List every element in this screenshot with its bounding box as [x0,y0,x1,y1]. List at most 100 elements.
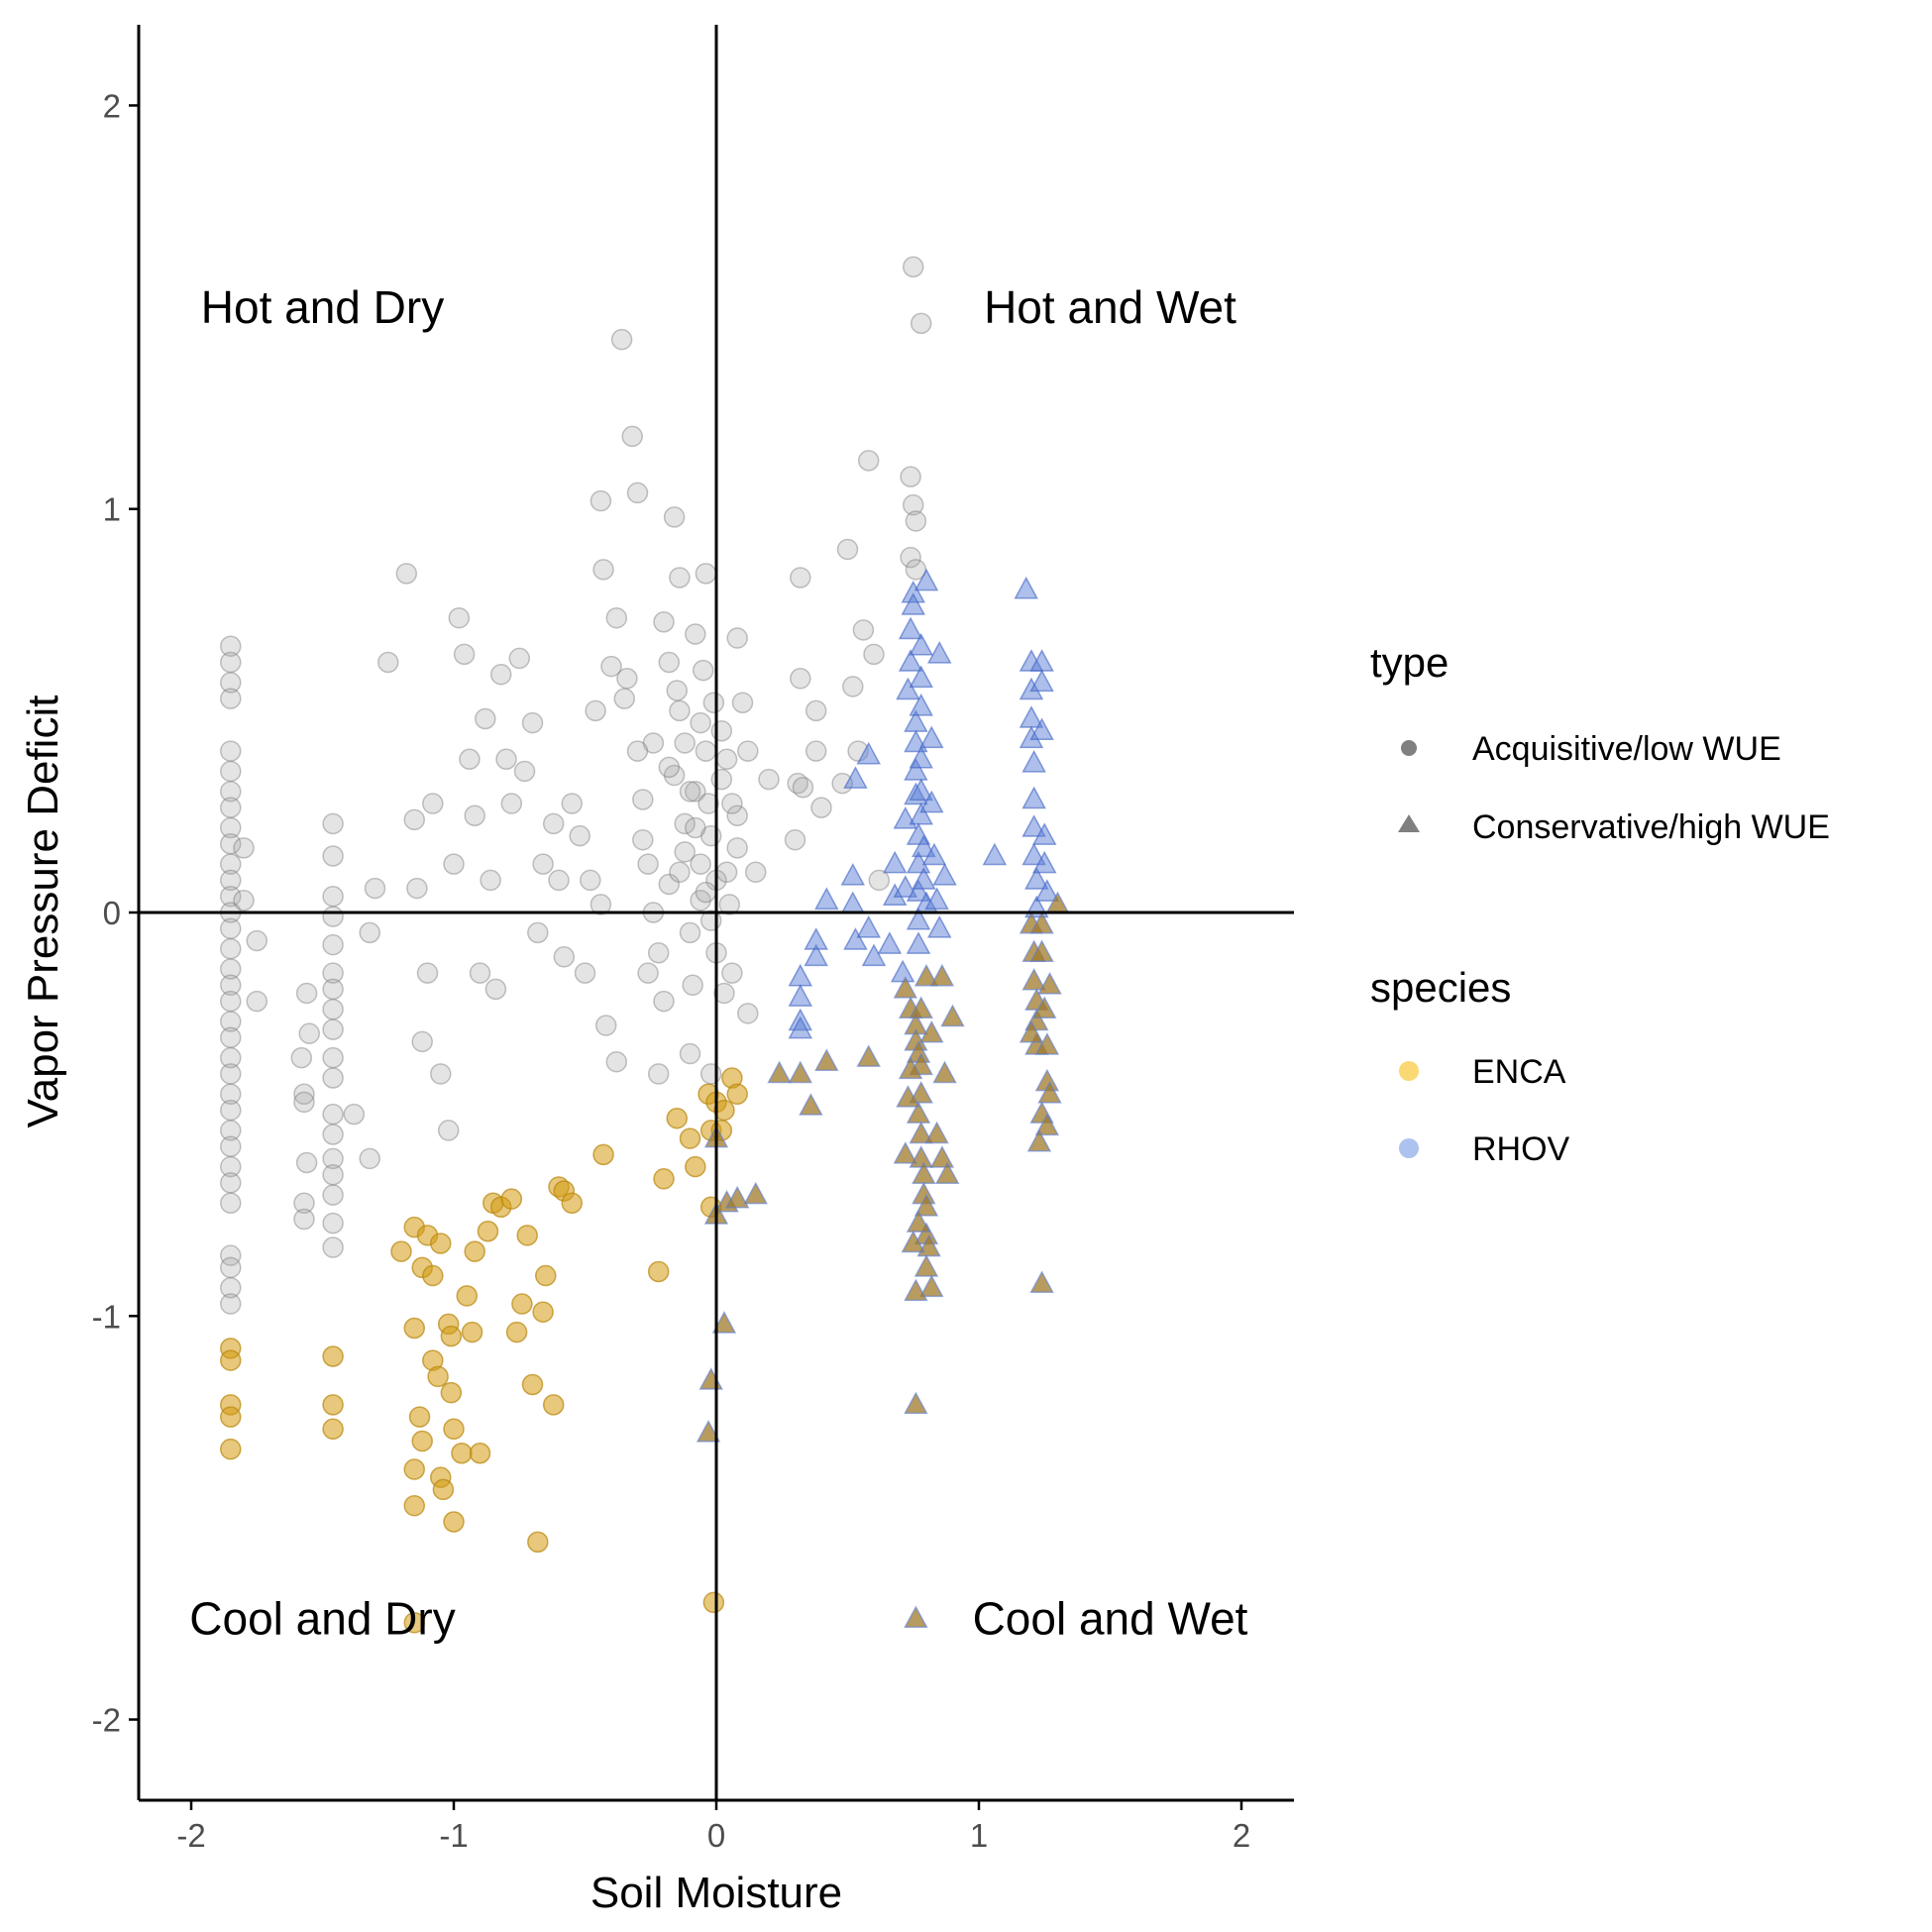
quadrant-label: Cool and Wet [973,1593,1248,1645]
data-point [542,1394,565,1416]
data-point [905,510,927,532]
data-point [1029,669,1054,693]
x-axis-title: Soil Moisture [590,1869,842,1917]
data-point [295,1151,318,1174]
data-point [220,1406,242,1428]
data-point [220,1011,242,1032]
y-tick-label: 1 [103,491,121,528]
data-point [220,990,242,1013]
data-point [909,632,933,656]
x-tick-label: 0 [707,1817,725,1854]
data-point [585,699,606,722]
data-point [790,567,811,589]
data-point [901,1230,926,1253]
y-tick-label: -1 [92,1298,121,1335]
data-point [322,1067,344,1089]
data-point [909,1080,933,1104]
data-point [220,740,242,762]
data-point [220,797,242,818]
data-point [726,837,748,859]
data-point [711,1311,737,1334]
data-point [698,1367,723,1390]
data-point [932,862,957,886]
data-point [322,1212,344,1234]
data-point [377,651,399,674]
data-point [343,1103,366,1126]
quadrant-labels: Hot and Dry Hot and Wet Cool and Dry Cool a… [189,281,1247,1645]
data-point [787,772,808,795]
data-point [679,921,701,944]
data-point [574,962,596,984]
data-point [561,1192,583,1214]
data-point [220,885,242,908]
data-point [322,1124,344,1145]
data-point [713,982,735,1005]
data-point [856,1044,881,1067]
data-point [390,1240,412,1262]
data-point [710,768,733,791]
data-point [906,1101,931,1124]
legend-key-acquisitive [1401,740,1417,756]
data-point [647,941,670,964]
data-point [246,990,268,1013]
data-point [840,862,866,886]
data-point [653,611,675,633]
data-point [416,962,439,984]
data-point [788,1060,813,1084]
data-point [863,643,885,666]
data-point [322,1103,344,1126]
data-point [912,867,936,890]
data-point [220,1135,242,1157]
data-point [790,668,811,690]
data-point [480,869,501,892]
data-point [843,766,868,789]
data-point [406,877,428,900]
legend-label-enca: ENCA [1472,1053,1566,1091]
data-point [934,1161,960,1185]
data-point [293,1192,315,1214]
series-3 [696,891,1070,1629]
data-point [295,982,318,1005]
data-point [904,1605,928,1629]
data-point [724,1185,750,1209]
data-point [220,917,242,940]
data-point [464,1240,485,1262]
data-point [443,1418,465,1441]
data-point [982,842,1008,866]
data-point [919,1020,944,1043]
data-point [814,1048,839,1071]
data-point [322,1046,344,1069]
data-point [856,741,881,765]
data-point [477,1220,499,1242]
data-point [896,1084,920,1108]
data-point [616,668,638,690]
legend-key-rhov [1399,1138,1419,1158]
data-point [685,781,706,803]
data-point [715,748,738,770]
data-point [695,881,717,904]
data-point [699,1063,722,1085]
data-point [440,1325,463,1347]
data-point [290,1046,313,1069]
data-point [695,563,717,585]
data-point [906,1210,931,1233]
data-point [913,568,939,591]
data-point [220,958,242,980]
data-point [758,768,780,791]
data-point [1034,1113,1060,1136]
data-point [679,1042,701,1065]
data-point [666,680,688,701]
data-point [737,1003,759,1024]
data-point [745,861,767,884]
data-point [322,906,344,927]
data-point [718,894,740,915]
data-point [932,1060,957,1084]
data-point [909,802,933,825]
data-point [220,1349,242,1371]
data-point [919,1274,944,1298]
data-point [896,677,920,700]
data-point [532,1301,554,1323]
data-point [679,781,701,803]
data-point [469,1442,491,1464]
